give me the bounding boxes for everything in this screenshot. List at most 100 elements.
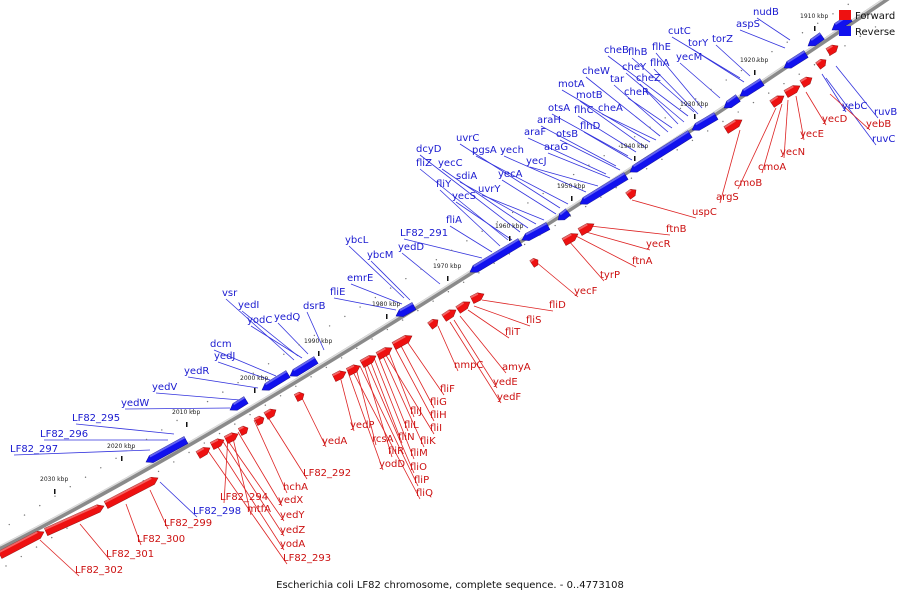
- leader-line: [439, 189, 501, 247]
- spacer-dot: [771, 50, 773, 53]
- leader-line: [299, 393, 327, 448]
- spacer-dot: [523, 243, 526, 246]
- forward-gene-shine: [723, 119, 736, 129]
- spacer-dot: [462, 281, 465, 283]
- spacer-dot: [359, 306, 361, 308]
- leader-line: [805, 91, 827, 126]
- leader-line: [265, 413, 308, 480]
- forward-gene-body: [263, 408, 277, 420]
- spacer-dot: [374, 296, 377, 299]
- reverse-gene: [145, 436, 189, 463]
- gene-label-ftnB: ftnB: [666, 224, 687, 235]
- tick-mark: [634, 156, 636, 161]
- forward-gene: [625, 188, 637, 200]
- leader-line: [585, 76, 661, 137]
- forward-gene-shine: [799, 76, 807, 83]
- gene-label-cheR: cheR: [624, 87, 649, 98]
- gene-label-cutC: cutC: [668, 26, 691, 37]
- forward-gene-shine: [195, 447, 205, 454]
- spacer-dot: [283, 353, 285, 356]
- leader-line: [347, 371, 384, 471]
- leader-line: [467, 309, 510, 339]
- gene-label-cmoB: cmoB: [734, 178, 762, 189]
- tick-label: 1960 kbp: [495, 223, 523, 230]
- spacer-dot: [890, 16, 892, 19]
- forward-gene-body: [815, 58, 827, 70]
- leader-line: [370, 260, 411, 301]
- leader-line: [481, 194, 545, 221]
- spacer-dot: [298, 344, 300, 346]
- gene-label-LF82_302: LF82_302: [75, 565, 123, 576]
- forward-gene-body: [375, 347, 393, 360]
- leader-line: [459, 315, 507, 374]
- gene-label-LF82_298: LF82_298: [193, 506, 241, 517]
- leader-line: [551, 113, 629, 157]
- tick-mark: [121, 456, 123, 461]
- forward-gene-shine: [210, 438, 219, 445]
- gene-label-motB: motB: [576, 90, 603, 101]
- gene-label-LF82_299: LF82_299: [164, 518, 212, 529]
- spacer-dot: [173, 461, 175, 463]
- gene-label-cheA: cheA: [598, 103, 623, 114]
- gene-features: [0, 14, 853, 559]
- leader-line: [756, 17, 791, 41]
- tick-mark: [571, 196, 573, 201]
- forward-gene: [223, 432, 239, 444]
- spacer-dot: [389, 287, 392, 289]
- forward-gene: [577, 223, 595, 236]
- forward-gene-body: [223, 432, 239, 444]
- leader-line: [529, 166, 599, 187]
- spacer-dot: [542, 192, 544, 195]
- gene-label-fliE: fliE: [330, 287, 345, 298]
- reverse-gene-body: [395, 302, 417, 317]
- spacer-dot: [801, 32, 804, 34]
- tick-label: 1910 kbp: [800, 13, 828, 20]
- reverse-gene-body: [783, 50, 809, 69]
- gene-label-yebB: yebB: [866, 119, 891, 130]
- spacer-dot: [859, 35, 861, 38]
- legend-forward-label: Forward: [855, 11, 895, 22]
- gene-label-fliQ: fliQ: [416, 488, 433, 499]
- leader-line: [403, 238, 483, 259]
- forward-gene-shine: [441, 309, 451, 317]
- leader-line: [369, 359, 403, 444]
- tick-mark: [186, 422, 188, 427]
- leader-line: [393, 345, 435, 422]
- leader-line: [441, 168, 529, 229]
- leader-line: [449, 225, 493, 253]
- tick-label: 1930 kbp: [680, 101, 708, 108]
- gene-label-emrE: emrE: [347, 273, 373, 284]
- spacer-dot: [157, 470, 160, 473]
- map-caption: Escherichia coli LF82 chromosome, comple…: [276, 580, 624, 591]
- forward-gene-body: [359, 355, 377, 368]
- spacer-dot: [511, 211, 514, 214]
- forward-gene-shine: [625, 189, 632, 195]
- gene-label-yedI: yedI: [238, 300, 259, 311]
- forward-gene-body: [331, 370, 347, 382]
- reverse-gene-body: [691, 112, 719, 131]
- tick-label: 1940 kbp: [620, 143, 648, 150]
- spacer-dot: [417, 309, 419, 312]
- leader-line: [655, 52, 703, 109]
- leader-line: [419, 168, 509, 241]
- forward-gene-shine: [815, 59, 822, 65]
- leader-line: [339, 375, 355, 432]
- gene-label-flhA: flhA: [650, 58, 670, 69]
- spacer-dot: [664, 117, 666, 119]
- reverse-gene-shine: [742, 78, 761, 92]
- spacer-dot: [584, 205, 587, 208]
- leader-line: [783, 99, 789, 159]
- reverse-gene: [579, 172, 629, 205]
- forward-gene-body: [237, 425, 249, 436]
- forward-gene-body: [44, 504, 105, 536]
- forward-gene-body: [529, 257, 539, 268]
- legend-reverse-swatch: [839, 26, 851, 36]
- spacer-dot: [557, 183, 560, 185]
- forward-gene-shine: [578, 223, 588, 231]
- spacer-dot: [756, 60, 758, 62]
- gene-label-yecS: yecS: [452, 191, 476, 202]
- gene-label-cheY: cheY: [622, 62, 647, 73]
- leader-line: [653, 68, 699, 115]
- spacer-dot: [874, 26, 877, 28]
- leader-line: [365, 361, 415, 474]
